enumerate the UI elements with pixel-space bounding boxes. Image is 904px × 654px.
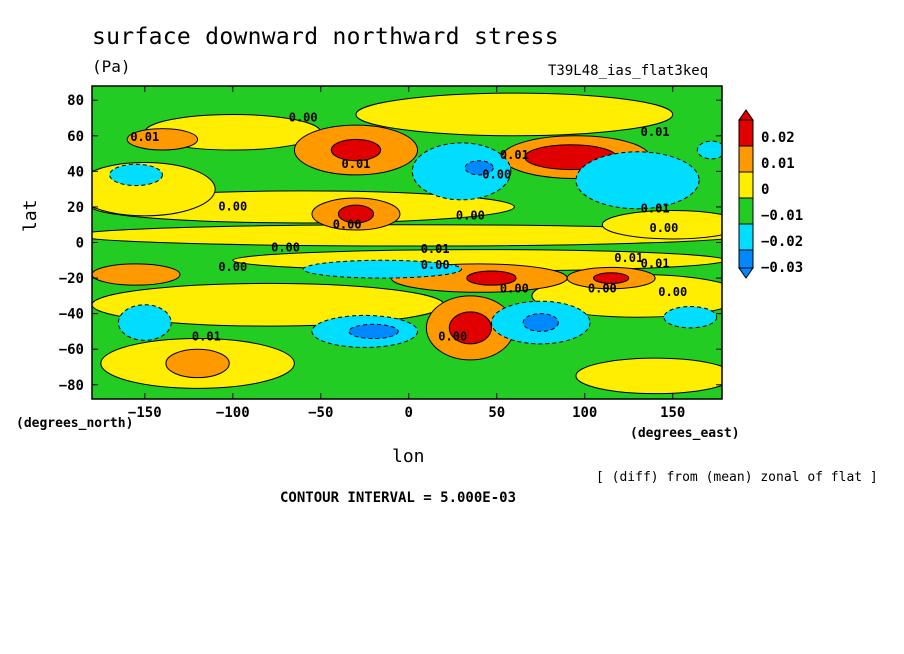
- x-axis-label: lon: [392, 446, 425, 467]
- colorbar-swatch: [738, 249, 754, 269]
- colorbar-label: 0.02: [761, 130, 795, 146]
- colorbar-swatch: [738, 223, 754, 251]
- y-tick-label: 80: [67, 93, 84, 109]
- contour-region: [337, 204, 375, 224]
- contour-label: 0.01: [421, 242, 450, 256]
- x-axis: −150 −100 −50 0 50 100 150: [128, 86, 685, 421]
- contour-label: 0.00: [218, 260, 247, 274]
- contour-region: [593, 272, 630, 284]
- contour-region: [466, 270, 517, 286]
- colorbar-swatch: [738, 119, 754, 147]
- contour-label: 0.01: [641, 256, 670, 270]
- contour-region: [464, 160, 494, 176]
- contour-region: [355, 92, 674, 137]
- contour-label: 0.00: [333, 217, 362, 231]
- chart-title: surface downward northward stress: [92, 24, 559, 50]
- contour-label: 0.00: [500, 281, 529, 295]
- contour-label: 0.01: [192, 329, 221, 343]
- contour-label: 0.01: [641, 125, 670, 139]
- source-note: [ (diff) from (mean) zonal of flat ]: [596, 470, 878, 485]
- colorbar-label: −0.03: [761, 260, 803, 276]
- dataset-label: T39L48_ias_flat3keq: [548, 63, 709, 79]
- contour-label: 0.01: [342, 157, 371, 171]
- chart-units: (Pa): [92, 57, 131, 76]
- contour-labels: 0.01 0.00 0.01 0.00 0.00 0.00 0.00 0.01 0.00 0.00…: [130, 111, 687, 344]
- contour-label: 0.00: [218, 199, 247, 213]
- y-unit-label: (degrees_north): [16, 416, 134, 431]
- x-tick-label: 100: [572, 405, 597, 421]
- contour-region: [126, 128, 199, 151]
- y-tick-label: 0: [76, 236, 84, 252]
- colorbar-swatch: [738, 197, 754, 225]
- colorbar: 0.02 0.01 0 −0.01 −0.02 −0.03: [738, 109, 803, 279]
- contour-region: [522, 313, 559, 332]
- contour-label: 0.01: [641, 201, 670, 215]
- colorbar-swatch: [738, 145, 754, 173]
- contour-label: 0.01: [614, 251, 643, 265]
- colorbar-label: 0.01: [761, 156, 795, 172]
- contour-region: [302, 259, 463, 279]
- colorbar-swatch: [738, 109, 754, 121]
- x-tick-label: −150: [128, 405, 162, 421]
- colorbar-label: −0.02: [761, 234, 803, 250]
- contour-label: 0.00: [421, 258, 450, 272]
- x-tick-label: 0: [405, 405, 413, 421]
- contour-region: [663, 306, 718, 329]
- y-tick-label: −40: [59, 307, 84, 323]
- contour-region: [92, 263, 181, 286]
- contour-region: [165, 348, 230, 379]
- x-tick-label: −100: [216, 405, 250, 421]
- contour-region: [348, 323, 399, 340]
- contour-region: [575, 151, 700, 210]
- contour-region: [448, 311, 492, 345]
- colorbar-swatch: [738, 171, 754, 199]
- contour-region: [411, 142, 512, 201]
- y-tick-label: 60: [67, 129, 84, 145]
- contour-label: 0.00: [456, 208, 485, 222]
- colorbar-swatch: [738, 267, 754, 279]
- y-axis: −80 −60 −40 −20 0 20 40 60 80: [59, 93, 722, 394]
- colorbar-label: −0.01: [761, 208, 803, 224]
- contour-region: [109, 163, 163, 187]
- contour-label: 0.01: [500, 148, 529, 162]
- contour-label: 0.00: [289, 111, 318, 125]
- y-tick-label: −80: [59, 378, 84, 394]
- contour-label: 0.00: [482, 167, 511, 181]
- contour-label: 0.00: [438, 329, 467, 343]
- y-axis-label: lat: [20, 199, 41, 232]
- contour-region: [601, 209, 722, 240]
- contour-label: 0.01: [130, 130, 159, 144]
- x-tick-label: 50: [488, 405, 505, 421]
- x-tick-label: −50: [308, 405, 333, 421]
- contour-label: 0.00: [649, 221, 678, 235]
- x-unit-label: (degrees_east): [630, 426, 740, 441]
- y-tick-label: 20: [67, 200, 84, 216]
- y-tick-label: 40: [67, 164, 84, 180]
- contour-label: 0.00: [588, 281, 617, 295]
- contour-label: 0.00: [271, 240, 300, 254]
- contour-region: [92, 224, 722, 247]
- contour-region: [696, 140, 722, 160]
- contour-region: [330, 138, 382, 162]
- contour-region: [575, 357, 722, 395]
- x-tick-label: 150: [660, 405, 685, 421]
- contour-label: 0.00: [658, 285, 687, 299]
- contour-region: [117, 304, 172, 341]
- y-tick-label: −20: [59, 271, 84, 287]
- y-tick-label: −60: [59, 342, 84, 358]
- plot-area: [92, 86, 722, 399]
- contour-interval: CONTOUR INTERVAL = 5.000E-03: [280, 490, 517, 506]
- colorbar-label: 0: [761, 182, 769, 198]
